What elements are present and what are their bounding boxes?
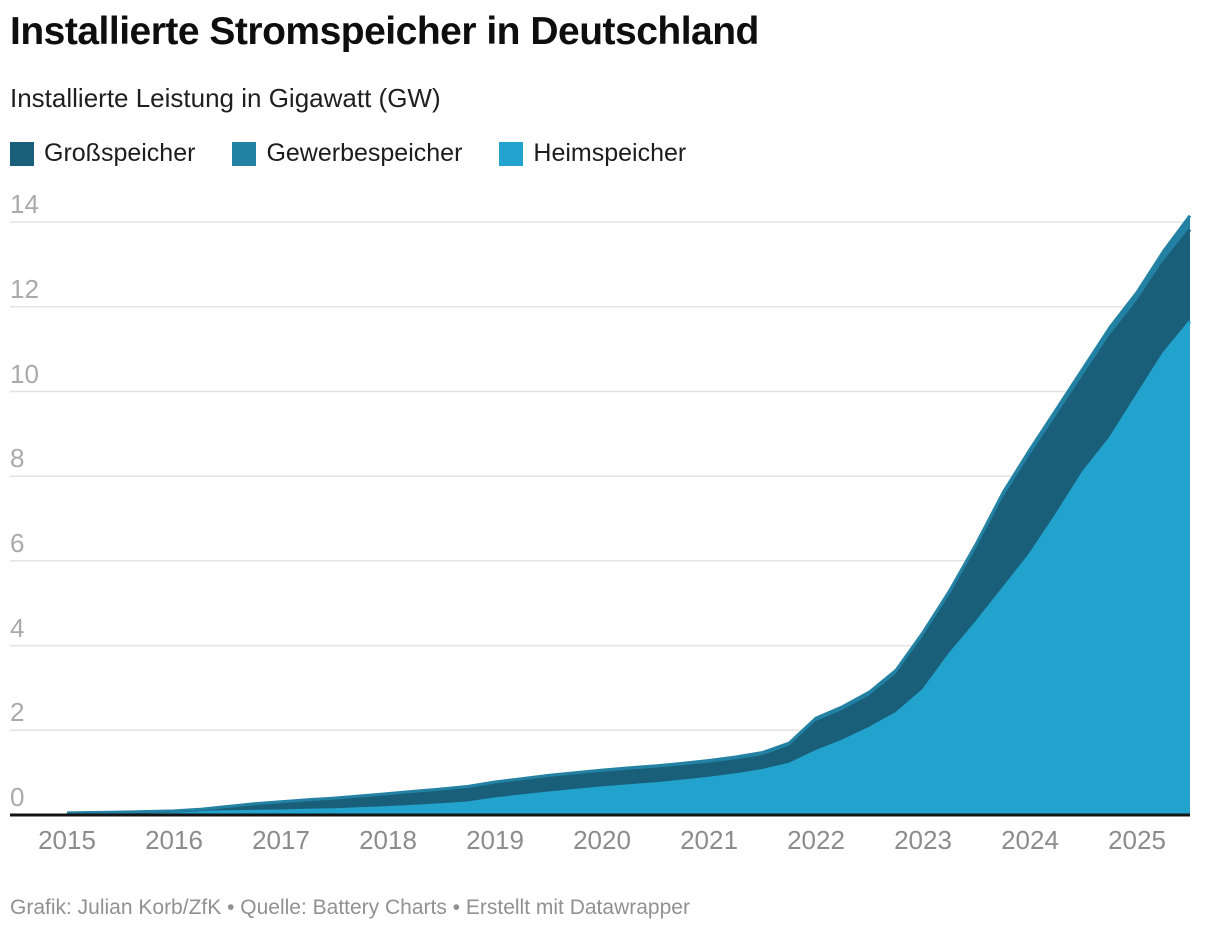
legend-swatch-grossspeicher (10, 141, 34, 166)
legend-item-gewerbespeicher: Gewerbespeicher (232, 139, 462, 168)
legend-item-grossspeicher: Großspeicher (10, 139, 195, 168)
page-title: Installierte Stromspeicher in Deutschlan… (10, 10, 759, 53)
legend-label-heimspeicher: Heimspeicher (533, 139, 687, 167)
area-line-heimspeicher (66, 320, 1192, 816)
area-line-gewerbespeicher (66, 214, 1192, 815)
area-heimspeicher (67, 321, 1190, 815)
legend-label-grossspeicher: Großspeicher (44, 139, 196, 167)
area-grossspeicher (67, 229, 1190, 814)
legend-item-heimspeicher: Heimspeicher (499, 139, 686, 168)
legend-label-gewerbespeicher: Gewerbespeicher (266, 139, 463, 167)
legend-swatch-gewerbespeicher (232, 141, 257, 166)
footer-credit: Grafik: Julian Korb/ZfK • Quelle: Batter… (10, 896, 690, 919)
legend: Großspeicher Gewerbespeicher Heimspeiche… (10, 139, 686, 168)
chart-subtitle: Installierte Leistung in Gigawatt (GW) (10, 83, 441, 113)
legend-swatch-heimspeicher (499, 141, 524, 166)
footer: Grafik: Julian Korb/ZfK • Quelle: Batter… (10, 896, 690, 920)
